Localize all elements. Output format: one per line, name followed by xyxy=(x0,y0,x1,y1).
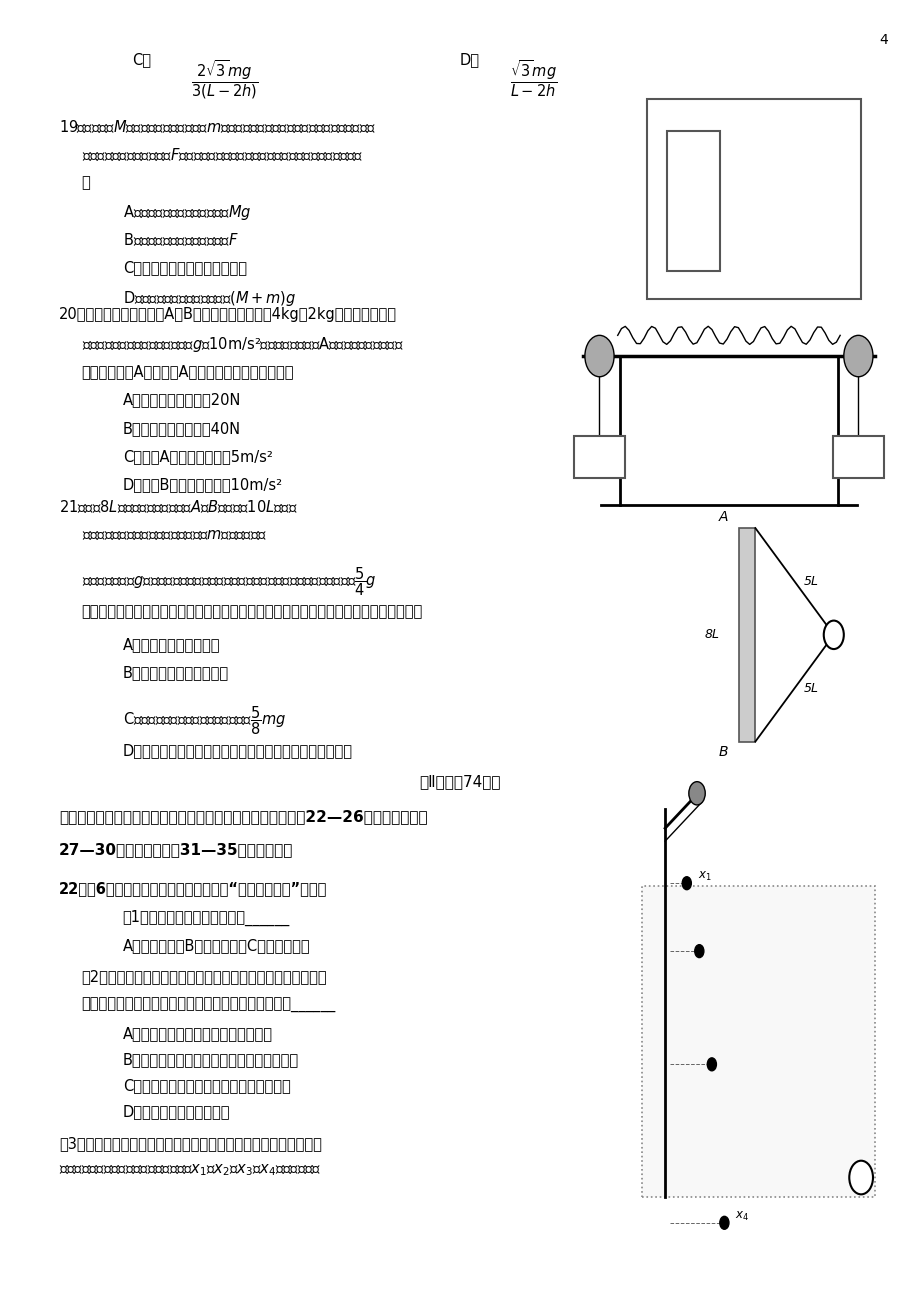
Text: $x_4$: $x_4$ xyxy=(691,1157,706,1170)
Text: D．物块B的加速度大小为10m/s²: D．物块B的加速度大小为10m/s² xyxy=(122,478,282,492)
Text: 动，记录下如图所示的频闪照片。在测得$x_1$、$x_2$、$x_3$、$x_4$后，需要验证: 动，记录下如图所示的频闪照片。在测得$x_1$、$x_2$、$x_3$、$x_4… xyxy=(59,1161,321,1178)
Text: 第Ⅱ卷（共74分）: 第Ⅱ卷（共74分） xyxy=(419,773,500,789)
Text: B．每次必须严格地等距离下降记录小球位置: B．每次必须严格地等距离下降记录小球位置 xyxy=(122,1052,299,1068)
Circle shape xyxy=(707,1057,716,1070)
Text: C．白纸受到两个摩擦力的作用: C．白纸受到两个摩擦力的作用 xyxy=(122,260,246,275)
Text: A．弹簧的弹力大小为20N: A．弹簧的弹力大小为20N xyxy=(122,392,241,408)
Text: D．: D． xyxy=(460,52,480,66)
Text: $\dfrac{2\sqrt{3}mg}{3(L-2h)}$: $\dfrac{2\sqrt{3}mg}{3(L-2h)}$ xyxy=(191,59,258,102)
Text: 绳质量以及一切摩擦，重力加速度$g$取10m/s²。先用手托住物块A使系统处于静止状态，: 绳质量以及一切摩擦，重力加速度$g$取10m/s²。先用手托住物块A使系统处于静… xyxy=(82,336,403,354)
Text: D．白纸受到黑板的摩擦力大于$(M+m)g$: D．白纸受到黑板的摩擦力大于$(M+m)g$ xyxy=(122,289,296,307)
Text: 知重力加速度为$g$，不计空气阻力。若系统在竖直平面内沿某一方向做加速度大小为$\dfrac{5}{4}g$: 知重力加速度为$g$，不计空气阻力。若系统在竖直平面内沿某一方向做加速度大小为$… xyxy=(82,565,376,598)
Text: B．吸铁石受到的摩擦力大小为$F$: B．吸铁石受到的摩擦力大小为$F$ xyxy=(122,232,238,249)
Text: 22．（6分）采用如图所示的实验装置做“研究平抛运动”的实验: 22．（6分）采用如图所示的实验装置做“研究平抛运动”的实验 xyxy=(59,881,327,896)
Text: （1）实验时需要下列哪个器材______: （1）实验时需要下列哪个器材______ xyxy=(122,910,289,926)
Text: 5L: 5L xyxy=(803,682,818,695)
Text: A: A xyxy=(595,450,603,464)
Text: A．每次必须由同一位置静止释放小球: A．每次必须由同一位置静止释放小球 xyxy=(122,1026,272,1042)
Text: B．系统加速度斜向左下方: B．系统加速度斜向左下方 xyxy=(122,665,229,680)
Text: （3）若用频闪摄影方法来验证小球在平抛过程中水平方向是匀速运: （3）若用频闪摄影方法来验证小球在平抛过程中水平方向是匀速运 xyxy=(59,1137,322,1151)
Circle shape xyxy=(682,876,690,889)
Text: 4: 4 xyxy=(879,33,888,47)
Bar xyxy=(666,132,719,271)
Text: 伸长的光滑轻绳，绳上套着一个质量为$m$的小铁环。已: 伸长的光滑轻绳，绳上套着一个质量为$m$的小铁环。已 xyxy=(82,527,267,542)
Circle shape xyxy=(584,336,613,376)
Text: 是: 是 xyxy=(82,174,90,190)
Text: 21．长为$8L$的杆竖直放置，杆两端$A$、$B$系着长为$10L$的不可: 21．长为$8L$的杆竖直放置，杆两端$A$、$B$系着长为$10L$的不可 xyxy=(59,499,297,516)
Text: C．两段绳子对小铁环的拉力大小均为$\dfrac{5}{8}mg$: C．两段绳子对小铁环的拉力大小均为$\dfrac{5}{8}mg$ xyxy=(122,704,286,737)
Text: A．弹簧秤　　B．重锤线　　C．打点计时器: A．弹簧秤 B．重锤线 C．打点计时器 xyxy=(122,939,310,953)
Text: A: A xyxy=(718,510,727,525)
Text: 的匀加速直线运动，环能恰好位于轻绳正中间，且与杆保持相对静止。以下说法正确的是: 的匀加速直线运动，环能恰好位于轻绳正中间，且与杆保持相对静止。以下说法正确的是 xyxy=(82,604,423,620)
Circle shape xyxy=(694,945,703,957)
Text: 8L: 8L xyxy=(703,629,719,642)
Bar xyxy=(738,529,754,742)
Bar xyxy=(641,887,874,1197)
Text: $x_2$: $x_2$ xyxy=(709,939,723,952)
Text: $F$: $F$ xyxy=(786,169,796,184)
Text: $\dfrac{\sqrt{3}mg}{L-2h}$: $\dfrac{\sqrt{3}mg}{L-2h}$ xyxy=(510,59,557,99)
Text: B: B xyxy=(718,746,727,759)
Text: C．: C． xyxy=(131,52,151,66)
Text: 然后迅速释放A，则释放A的瞬间，下列说法正确的是: 然后迅速释放A，则释放A的瞬间，下列说法正确的是 xyxy=(82,363,294,379)
Text: A．系统加速度水平向左: A．系统加速度水平向左 xyxy=(122,637,220,652)
Circle shape xyxy=(823,621,843,650)
Circle shape xyxy=(719,1216,728,1229)
Text: 20．如图所示的装置中，A、B两物块的质量分别为4kg、2kg，不计弹簧和细: 20．如图所示的装置中，A、B两物块的质量分别为4kg、2kg，不计弹簧和细 xyxy=(59,307,396,322)
Text: 黑板面，用水平向右的恒力$F$轻拉吸铁石，吸铁石和白纸均未移动。下列说法中正确的: 黑板面，用水平向右的恒力$F$轻拉吸铁石，吸铁石和白纸均未移动。下列说法中正确的 xyxy=(82,146,363,163)
Bar xyxy=(832,436,883,478)
Text: B: B xyxy=(853,450,862,464)
Text: C．小球运动时不应与木板上的白纸相接触: C．小球运动时不应与木板上的白纸相接触 xyxy=(122,1078,290,1092)
Circle shape xyxy=(688,781,705,805)
Text: 三、非选择题：按攀枝花市第一次统考模式编排题目顺序。第22—26题为物理题，第: 三、非选择题：按攀枝花市第一次统考模式编排题目顺序。第22—26题为物理题，第 xyxy=(59,809,427,824)
Text: （2）做实验时，让小球多次沿同一轨道运动，通过描点法画出: （2）做实验时，让小球多次沿同一轨道运动，通过描点法画出 xyxy=(82,969,327,984)
Text: D．由于小铁环重力影响，两段绳子对环拉力的大小不相等: D．由于小铁环重力影响，两段绳子对环拉力的大小不相等 xyxy=(122,743,352,758)
Text: 19．用质量为$M$的吸铁石，将一张质量为$m$的白纸压在竖直固定的磁性黑板上。某同学沿着: 19．用质量为$M$的吸铁石，将一张质量为$m$的白纸压在竖直固定的磁性黑板上。… xyxy=(59,118,376,134)
Bar xyxy=(646,99,860,299)
Text: 5L: 5L xyxy=(803,575,818,589)
Text: D．记录的点迹适当多一些: D．记录的点迹适当多一些 xyxy=(122,1104,230,1118)
Text: C．物块A的加速度大小为5m/s²: C．物块A的加速度大小为5m/s² xyxy=(122,449,272,465)
Text: B．弹簧的弹力大小为40N: B．弹簧的弹力大小为40N xyxy=(122,421,241,436)
Text: 27—30题为化学题，第31—35题为生物题。: 27—30题为化学题，第31—35题为生物题。 xyxy=(59,842,293,858)
Text: 小球平抛运动的轨迹。下列的一些操作要求，正确的是______: 小球平抛运动的轨迹。下列的一些操作要求，正确的是______ xyxy=(82,997,335,1013)
Bar xyxy=(573,436,624,478)
Circle shape xyxy=(848,1160,872,1194)
Text: $x_4$: $x_4$ xyxy=(734,1210,749,1223)
Text: $x_1$: $x_1$ xyxy=(697,870,710,883)
Text: $x_3$: $x_3$ xyxy=(722,1051,736,1065)
Text: A．吸铁石受到的摩擦力大小为$Mg$: A．吸铁石受到的摩擦力大小为$Mg$ xyxy=(122,203,251,223)
Circle shape xyxy=(843,336,872,376)
